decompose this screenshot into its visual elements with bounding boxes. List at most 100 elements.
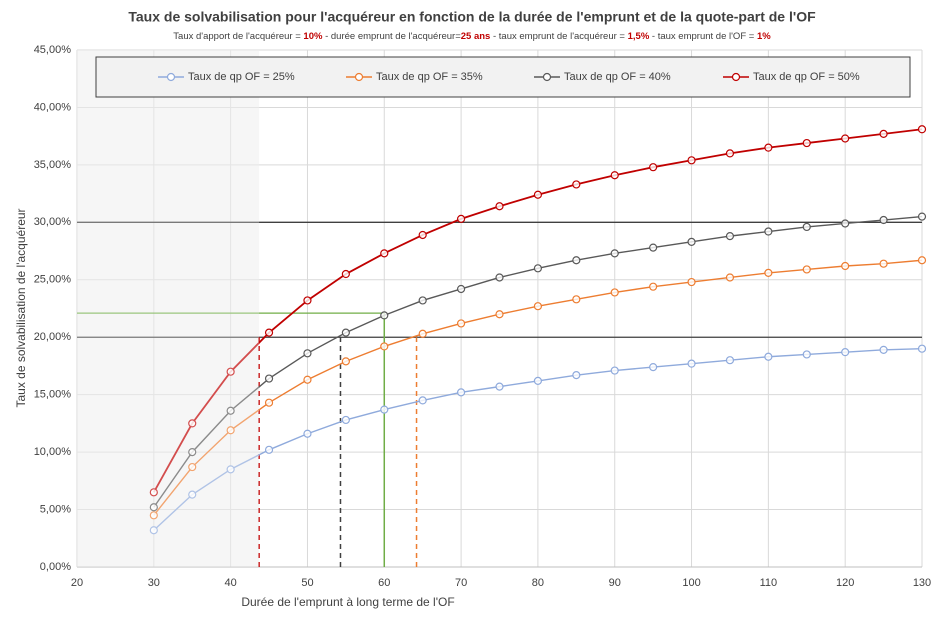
legend-marker	[731, 72, 741, 82]
y-axis-title: Taux de solvabilisation de l'acquéreur	[14, 208, 28, 407]
data-point	[572, 371, 581, 380]
x-tick-label: 90	[609, 577, 621, 589]
subtitle-part: 1,5%	[628, 31, 650, 42]
data-point	[917, 256, 927, 265]
y-tick-label: 25,00%	[34, 274, 72, 286]
data-point	[533, 302, 543, 311]
data-point	[188, 462, 197, 472]
legend-label: Taux de qp OF = 35%	[376, 71, 483, 83]
y-tick-label: 5,00%	[40, 503, 71, 515]
x-tick-label: 70	[455, 577, 467, 589]
data-point	[380, 311, 389, 320]
data-point	[610, 366, 619, 375]
data-point	[188, 419, 197, 428]
x-tick-label: 130	[913, 577, 931, 589]
data-point	[380, 342, 389, 351]
data-point	[572, 180, 581, 189]
x-tick-label: 120	[836, 577, 854, 589]
y-tick-label: 35,00%	[34, 159, 72, 171]
data-point	[226, 367, 235, 376]
data-point	[649, 362, 658, 372]
x-tick-label: 40	[225, 577, 237, 589]
data-point	[610, 288, 619, 297]
y-tick-label: 10,00%	[34, 446, 72, 458]
data-point	[917, 344, 927, 353]
x-axis-title: Durée de l'emprunt à long terme de l'OF	[241, 595, 454, 609]
data-point	[572, 295, 581, 304]
data-point	[226, 406, 235, 415]
data-point	[226, 465, 235, 474]
data-point	[341, 328, 350, 337]
data-point	[149, 503, 158, 512]
data-point	[764, 268, 773, 277]
data-point	[879, 129, 888, 138]
y-tick-label: 15,00%	[34, 389, 72, 401]
data-point	[725, 149, 735, 158]
data-point	[533, 190, 543, 199]
data-point	[649, 282, 658, 291]
data-point	[917, 125, 927, 134]
data-point	[418, 296, 427, 305]
data-point	[264, 374, 274, 383]
data-point	[456, 388, 466, 397]
data-point	[802, 138, 811, 148]
data-point	[495, 310, 504, 319]
data-point	[841, 261, 850, 271]
data-point	[495, 202, 504, 211]
legend-label: Taux de qp OF = 50%	[753, 71, 860, 83]
data-point	[226, 426, 235, 435]
data-point	[572, 256, 581, 265]
data-point	[687, 359, 696, 368]
data-point	[188, 448, 197, 457]
subtitle-part: - taux emprunt de l'OF =	[649, 31, 757, 42]
data-point	[879, 215, 888, 225]
data-point	[380, 249, 389, 258]
data-point	[649, 163, 658, 172]
legend-marker	[542, 72, 552, 82]
shaded-overlay	[77, 50, 260, 567]
subtitle-part: Taux d'apport de l'acquéreur =	[173, 31, 303, 42]
data-point	[188, 490, 197, 499]
x-tick-label: 80	[532, 577, 544, 589]
data-point	[418, 230, 427, 240]
legend-label: Taux de qp OF = 25%	[188, 71, 295, 83]
data-point	[725, 273, 735, 282]
x-tick-label: 20	[71, 577, 83, 589]
data-point	[610, 171, 619, 180]
chart-title: Taux de solvabilisation pour l'acquéreur…	[128, 9, 816, 25]
x-tick-label: 60	[378, 577, 390, 589]
subtitle-part: 25 ans	[461, 31, 491, 42]
x-tick-label: 110	[760, 577, 778, 589]
data-point	[264, 398, 274, 407]
data-point	[841, 134, 850, 143]
data-point	[610, 249, 619, 258]
data-point	[303, 349, 312, 358]
data-point	[303, 296, 312, 305]
data-point	[495, 382, 504, 391]
data-point	[687, 237, 696, 246]
data-point	[533, 264, 543, 273]
y-tick-label: 0,00%	[40, 561, 71, 573]
legend-label: Taux de qp OF = 40%	[564, 71, 671, 83]
data-point	[149, 488, 158, 497]
data-point	[841, 219, 850, 228]
data-point	[456, 319, 466, 328]
data-point	[418, 396, 427, 405]
data-point	[764, 227, 773, 236]
data-point	[687, 156, 696, 165]
data-point	[917, 212, 927, 221]
data-point	[725, 232, 735, 241]
y-tick-label: 40,00%	[34, 101, 72, 113]
data-point	[149, 511, 158, 520]
legend-marker	[354, 72, 364, 82]
data-point	[802, 350, 811, 359]
data-point	[341, 415, 350, 425]
data-point	[802, 265, 811, 274]
subtitle-part: 1%	[757, 31, 771, 42]
chart-subtitle: Taux d'apport de l'acquéreur = 10% - dur…	[173, 31, 771, 42]
data-point	[764, 352, 773, 361]
x-tick-label: 30	[148, 577, 160, 589]
data-point	[725, 356, 735, 365]
shaded-region	[77, 50, 260, 567]
